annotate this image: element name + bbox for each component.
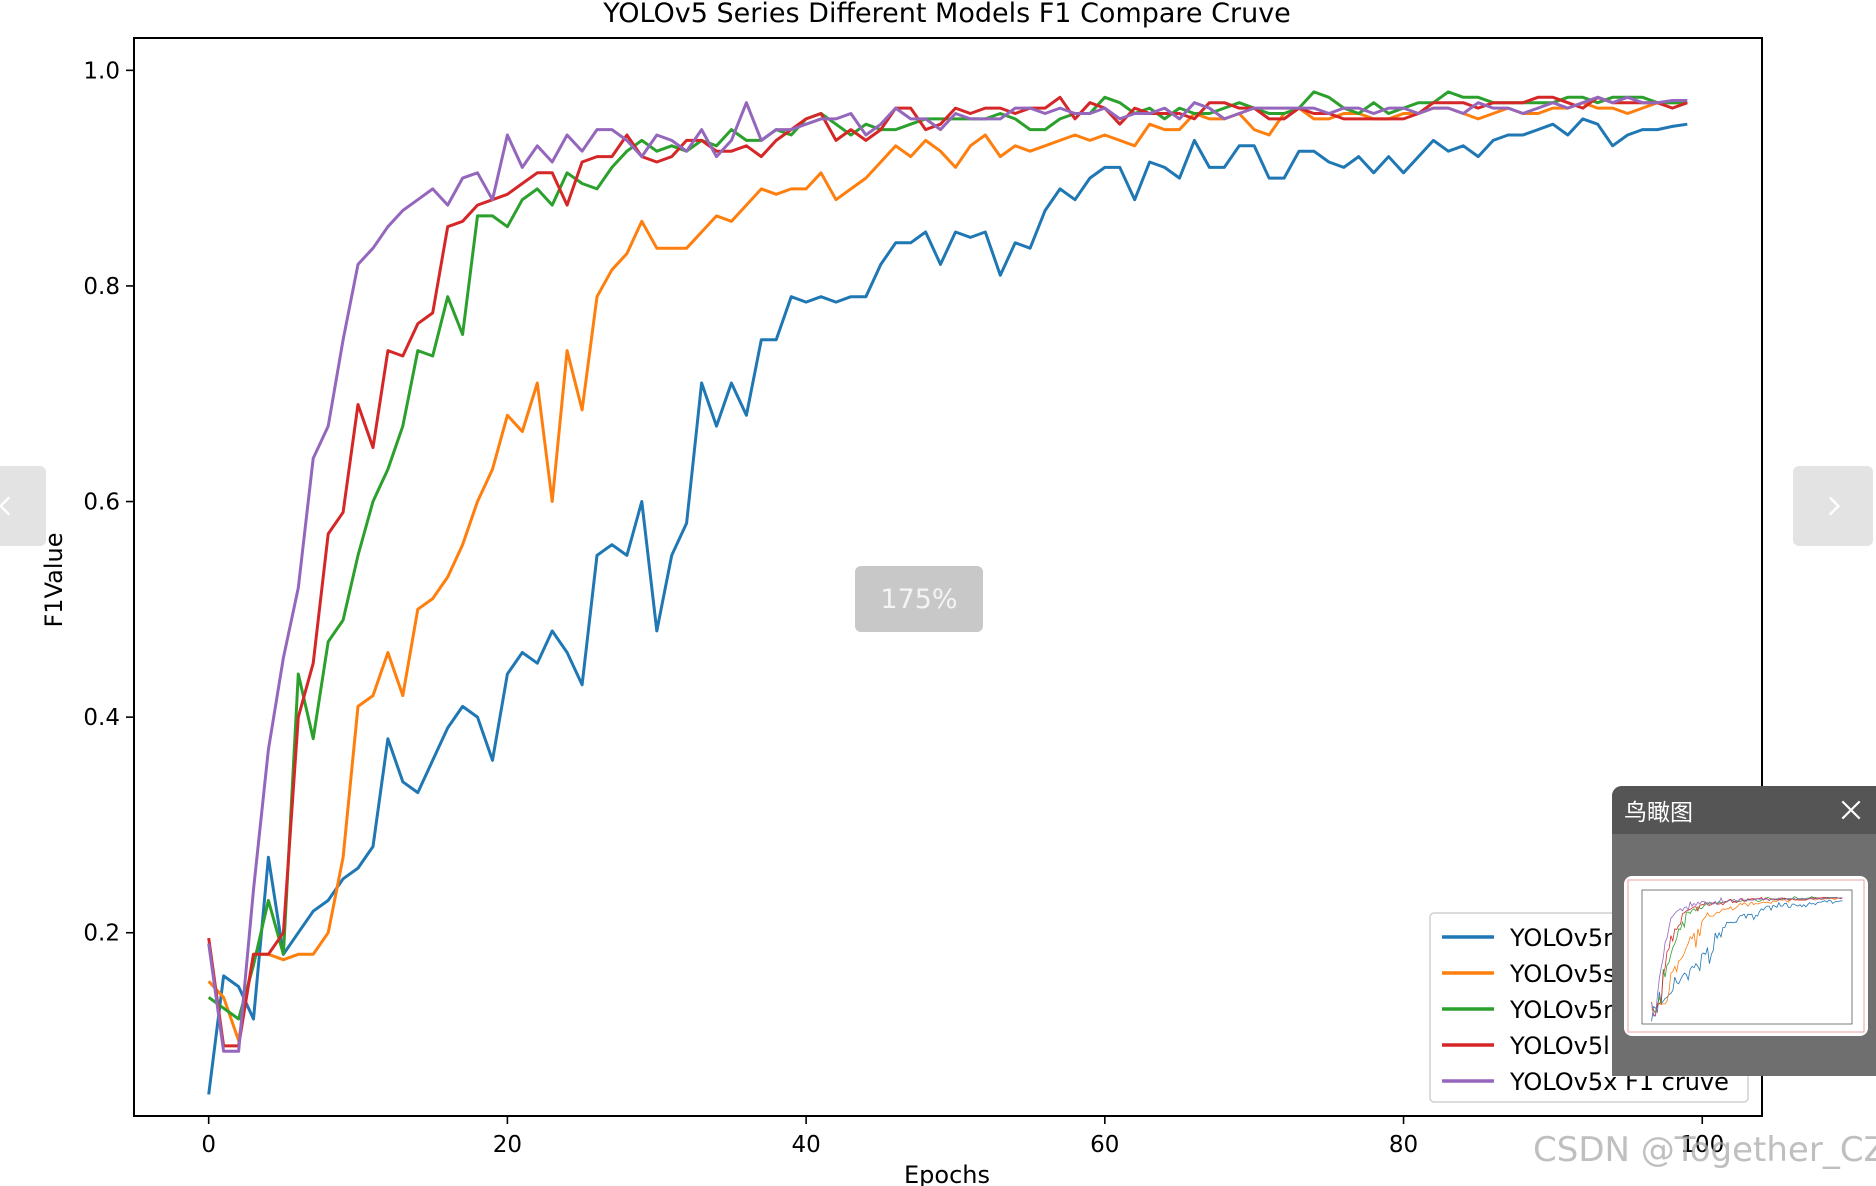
x-tick-label: 20 — [493, 1132, 522, 1158]
y-tick-label: 1.0 — [83, 58, 120, 84]
chart-title: YOLOv5 Series Different Models F1 Compar… — [602, 0, 1291, 29]
axis-layer: 0 20 40 60 80 100 0.2 0.4 0.6 0.8 1.0 — [83, 58, 1724, 1158]
y-axis-label: F1Value — [40, 533, 68, 628]
x-tick-label: 100 — [1680, 1132, 1724, 1158]
x-tick-label: 60 — [1090, 1132, 1119, 1158]
x-tick-label: 40 — [791, 1132, 820, 1158]
y-tick-label: 0.4 — [83, 705, 120, 731]
series-line-2 — [207, 90, 1688, 1021]
minimap-title: 鸟瞰图 — [1624, 800, 1693, 826]
watermark: CSDN @Together_CZ — [1533, 1130, 1876, 1170]
series-layer — [207, 90, 1688, 1095]
next-image-button[interactable] — [1793, 466, 1873, 546]
minimap-series-0 — [1651, 899, 1843, 1022]
y-tick-label: 0.8 — [83, 274, 120, 300]
minimap-panel[interactable]: 鸟瞰图 — [1612, 786, 1876, 1076]
y-tick-label: 0.2 — [83, 921, 120, 947]
x-tick-label: 80 — [1389, 1132, 1418, 1158]
plot-frame — [133, 37, 1763, 1117]
close-icon[interactable] — [1838, 797, 1864, 823]
minimap-header: 鸟瞰图 — [1612, 786, 1876, 834]
previous-image-button[interactable] — [0, 466, 46, 546]
chevron-left-icon — [0, 496, 11, 516]
minimap-series-4 — [1651, 896, 1843, 1017]
chevron-right-icon — [1828, 496, 1841, 516]
x-tick-label: 0 — [201, 1132, 216, 1158]
minimap-thumbnail[interactable] — [1624, 876, 1868, 1036]
series-line-4 — [207, 95, 1688, 1053]
series-line-3 — [207, 95, 1688, 1048]
zoom-level-badge: 175% — [855, 566, 983, 632]
y-tick-label: 0.6 — [83, 490, 120, 516]
series-line-0 — [207, 117, 1688, 1095]
minimap-chart-thumbnail — [1627, 879, 1865, 1033]
minimap-series-3 — [1651, 896, 1843, 1016]
x-axis-label: Epochs — [904, 1161, 990, 1186]
